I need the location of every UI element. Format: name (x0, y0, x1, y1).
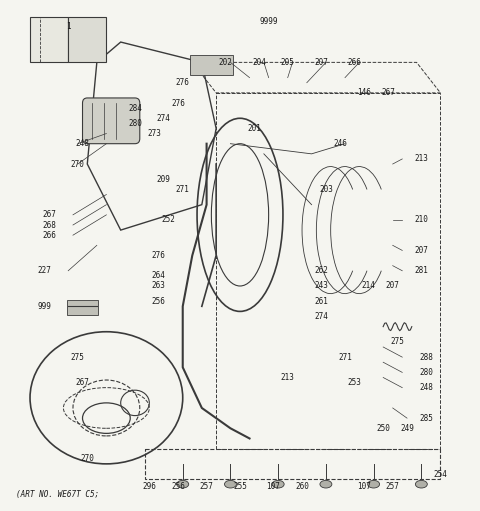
Text: 999: 999 (37, 302, 51, 311)
Text: 276: 276 (171, 99, 185, 107)
Text: 1: 1 (66, 22, 71, 31)
Text: 274: 274 (314, 312, 328, 321)
Text: 267: 267 (42, 211, 56, 219)
Text: 266: 266 (348, 58, 361, 67)
Text: 213: 213 (414, 154, 428, 164)
Text: 276: 276 (176, 78, 190, 87)
Text: 207: 207 (386, 282, 400, 290)
Text: 261: 261 (314, 297, 328, 306)
Text: 255: 255 (233, 482, 247, 491)
Text: 248: 248 (419, 383, 433, 392)
Polygon shape (30, 17, 68, 62)
Text: 276: 276 (152, 251, 166, 260)
Ellipse shape (177, 480, 189, 488)
Polygon shape (68, 17, 107, 62)
FancyBboxPatch shape (190, 55, 233, 75)
Text: 257: 257 (200, 482, 214, 491)
Text: 280: 280 (128, 119, 142, 128)
FancyBboxPatch shape (67, 300, 98, 315)
Text: 260: 260 (295, 482, 309, 491)
Ellipse shape (225, 480, 237, 488)
Text: 268: 268 (42, 221, 56, 229)
Text: 267: 267 (381, 88, 395, 98)
Text: 296: 296 (143, 482, 156, 491)
Text: 266: 266 (42, 230, 56, 240)
Text: 9999: 9999 (259, 17, 278, 26)
Text: 202: 202 (219, 58, 233, 67)
Text: 280: 280 (419, 368, 433, 377)
Text: 207: 207 (314, 58, 328, 67)
Text: 246: 246 (333, 139, 347, 148)
Text: 274: 274 (156, 114, 170, 123)
Text: 262: 262 (314, 266, 328, 275)
Text: 285: 285 (419, 413, 433, 423)
Ellipse shape (272, 480, 284, 488)
Text: 214: 214 (362, 282, 376, 290)
Text: 205: 205 (281, 58, 295, 67)
FancyBboxPatch shape (83, 98, 140, 144)
Text: 275: 275 (71, 353, 84, 362)
Ellipse shape (320, 480, 332, 488)
Text: 209: 209 (156, 175, 170, 184)
Text: 275: 275 (391, 337, 405, 346)
Text: 257: 257 (386, 482, 400, 491)
Ellipse shape (368, 480, 380, 488)
Text: 250: 250 (376, 424, 390, 433)
Text: 248: 248 (75, 139, 89, 148)
Text: 256: 256 (171, 482, 185, 491)
Ellipse shape (415, 480, 427, 488)
Text: 249: 249 (400, 424, 414, 433)
Text: 213: 213 (281, 373, 295, 382)
Text: 271: 271 (338, 353, 352, 362)
Text: 288: 288 (419, 353, 433, 362)
Text: 263: 263 (152, 282, 166, 290)
Text: 227: 227 (37, 266, 51, 275)
Text: 107: 107 (266, 482, 280, 491)
Text: 270: 270 (71, 159, 84, 169)
Text: 267: 267 (75, 378, 89, 387)
Text: 254: 254 (433, 470, 447, 478)
Text: 207: 207 (414, 246, 428, 255)
Text: 273: 273 (147, 129, 161, 138)
Text: 284: 284 (128, 104, 142, 112)
Text: 252: 252 (161, 216, 175, 224)
Text: 201: 201 (247, 124, 261, 133)
Text: 264: 264 (152, 271, 166, 281)
Text: 271: 271 (176, 185, 190, 194)
Text: 210: 210 (414, 216, 428, 224)
Text: 107: 107 (357, 482, 371, 491)
Text: 256: 256 (152, 297, 166, 306)
Text: 281: 281 (414, 266, 428, 275)
Text: 146: 146 (357, 88, 371, 98)
Text: 243: 243 (314, 282, 328, 290)
Text: 204: 204 (252, 58, 266, 67)
Text: 270: 270 (80, 454, 94, 463)
Text: 203: 203 (319, 185, 333, 194)
Text: 253: 253 (348, 378, 361, 387)
Text: (ART NO. WE67T C5;: (ART NO. WE67T C5; (16, 491, 99, 499)
